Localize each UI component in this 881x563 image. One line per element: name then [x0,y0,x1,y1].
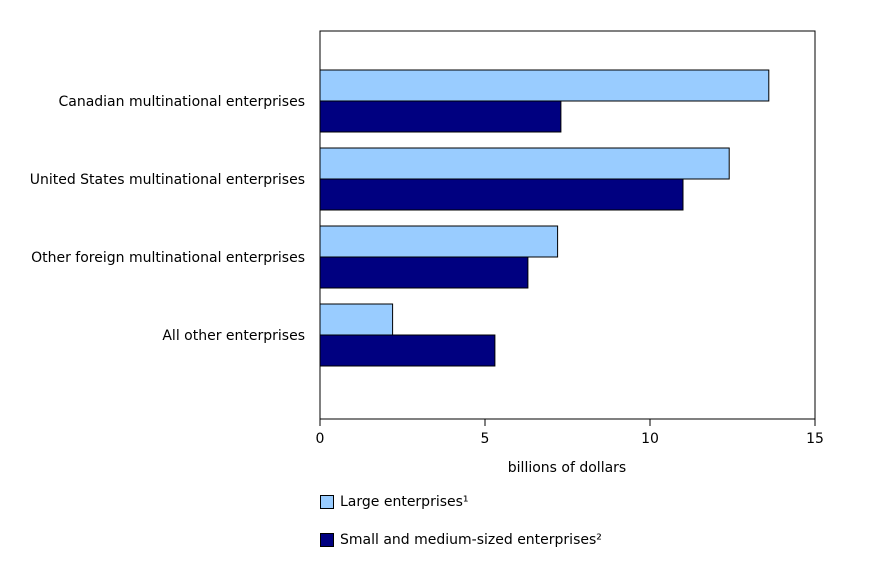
bar-large-2 [319,225,559,258]
legend-item-large: Large enterprises¹ [320,494,469,510]
bar-sme-1 [319,178,684,211]
legend-label-large: Large enterprises¹ [340,494,469,510]
category-label-2: Other foreign multinational enterprises [31,250,305,266]
legend-swatch-sme [320,533,334,547]
bar-large-1 [319,147,730,180]
plot-frame [319,30,816,420]
legend-item-sme: Small and medium-sized enterprises² [320,532,602,548]
x-axis-title: billions of dollars [508,460,626,476]
bar-sme-2 [319,256,529,289]
legend-label-sme: Small and medium-sized enterprises² [340,532,602,548]
category-label-3: All other enterprises [162,328,305,344]
category-labels: Canadian multinational enterprises United… [30,94,305,344]
bars-group [319,69,770,367]
category-label-1: United States multinational enterprises [30,172,305,188]
bar-sme-3 [319,334,496,367]
bar-sme-0 [319,100,562,133]
x-tick-label-2: 10 [641,431,659,447]
bar-large-3 [319,303,394,336]
bar-large-0 [319,69,770,102]
category-label-0: Canadian multinational enterprises [58,94,305,110]
x-tick-label-1: 5 [481,431,490,447]
x-tick-label-3: 15 [806,431,824,447]
x-axis-ticks: 0 5 10 15 [316,419,824,447]
x-tick-label-0: 0 [316,431,325,447]
legend-swatch-large [320,495,334,509]
